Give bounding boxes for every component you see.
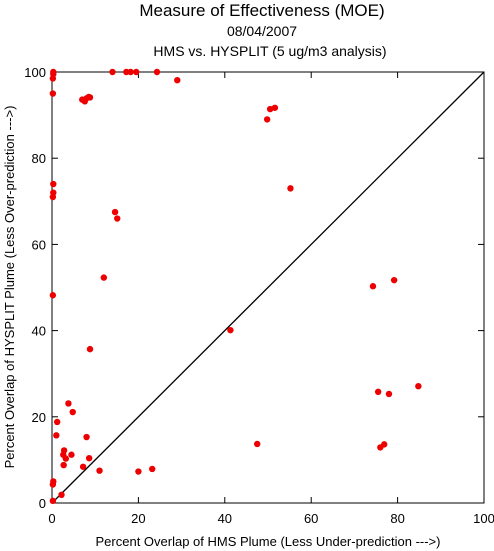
data-point: [114, 215, 121, 222]
data-point: [68, 451, 75, 458]
x-tick-label: 40: [218, 511, 232, 526]
data-point: [263, 116, 271, 123]
plot-frame: [51, 71, 485, 504]
y-tick-label: 80: [32, 151, 46, 166]
points-layer: [49, 68, 422, 505]
x-tick-label: 60: [304, 511, 318, 526]
data-point: [96, 467, 103, 474]
data-point: [69, 408, 76, 416]
data-point: [60, 447, 68, 454]
data-point: [49, 90, 57, 97]
data-point: [174, 76, 181, 84]
data-point: [369, 283, 377, 290]
data-point: [83, 433, 90, 441]
data-point: [49, 497, 57, 505]
data-point: [49, 193, 57, 201]
data-point: [62, 455, 70, 462]
x-tick-label: 20: [131, 511, 145, 526]
data-point: [86, 94, 94, 101]
x-tick-label: 100: [473, 511, 494, 526]
data-point: [153, 68, 161, 76]
chart-title: Measure of Effectiveness (MOE): [139, 1, 384, 20]
data-point: [86, 345, 94, 353]
data-point: [49, 481, 57, 488]
chart-date: 08/04/2007: [227, 23, 297, 39]
x-axis-label: Percent Overlap of HMS Plume (Less Under…: [96, 534, 441, 549]
y-tick-label: 0: [39, 496, 46, 511]
data-point: [287, 185, 294, 192]
data-point: [111, 208, 119, 216]
data-point: [58, 491, 65, 499]
data-point: [149, 465, 156, 473]
data-point: [60, 461, 67, 469]
data-point: [381, 441, 388, 448]
data-point: [50, 180, 57, 188]
data-point: [109, 68, 116, 76]
diagonal-reference-line: [51, 71, 485, 504]
tick-layer: 0 20 40 60 80 100 0 20 40 60 80 100: [24, 65, 494, 526]
data-point: [390, 276, 398, 284]
data-point: [227, 326, 234, 334]
data-point: [374, 388, 382, 396]
y-axis-label: Percent Overlap of HYSPLIT Plume (Less O…: [2, 106, 17, 469]
data-point: [49, 75, 57, 82]
data-point: [415, 382, 422, 390]
y-tick-label: 60: [32, 237, 46, 252]
data-point: [135, 468, 142, 475]
data-point: [254, 440, 261, 448]
data-point: [65, 400, 72, 407]
data-point: [49, 292, 57, 299]
data-point: [79, 463, 87, 470]
x-tick-label: 80: [390, 511, 404, 526]
data-point: [53, 418, 61, 426]
data-point: [85, 454, 93, 462]
chart-subtitle: HMS vs. HYSPLIT (5 ug/m3 analysis): [153, 43, 386, 59]
y-tick-label: 20: [32, 410, 46, 425]
data-point: [271, 104, 279, 111]
y-tick-label: 40: [32, 324, 46, 339]
x-tick-label: 0: [48, 511, 55, 526]
data-point: [385, 390, 393, 398]
data-point: [100, 274, 108, 281]
plot-area: [51, 71, 485, 504]
data-point: [127, 68, 134, 76]
y-tick-label: 100: [24, 65, 46, 80]
data-point: [53, 432, 60, 439]
data-point: [133, 68, 140, 76]
